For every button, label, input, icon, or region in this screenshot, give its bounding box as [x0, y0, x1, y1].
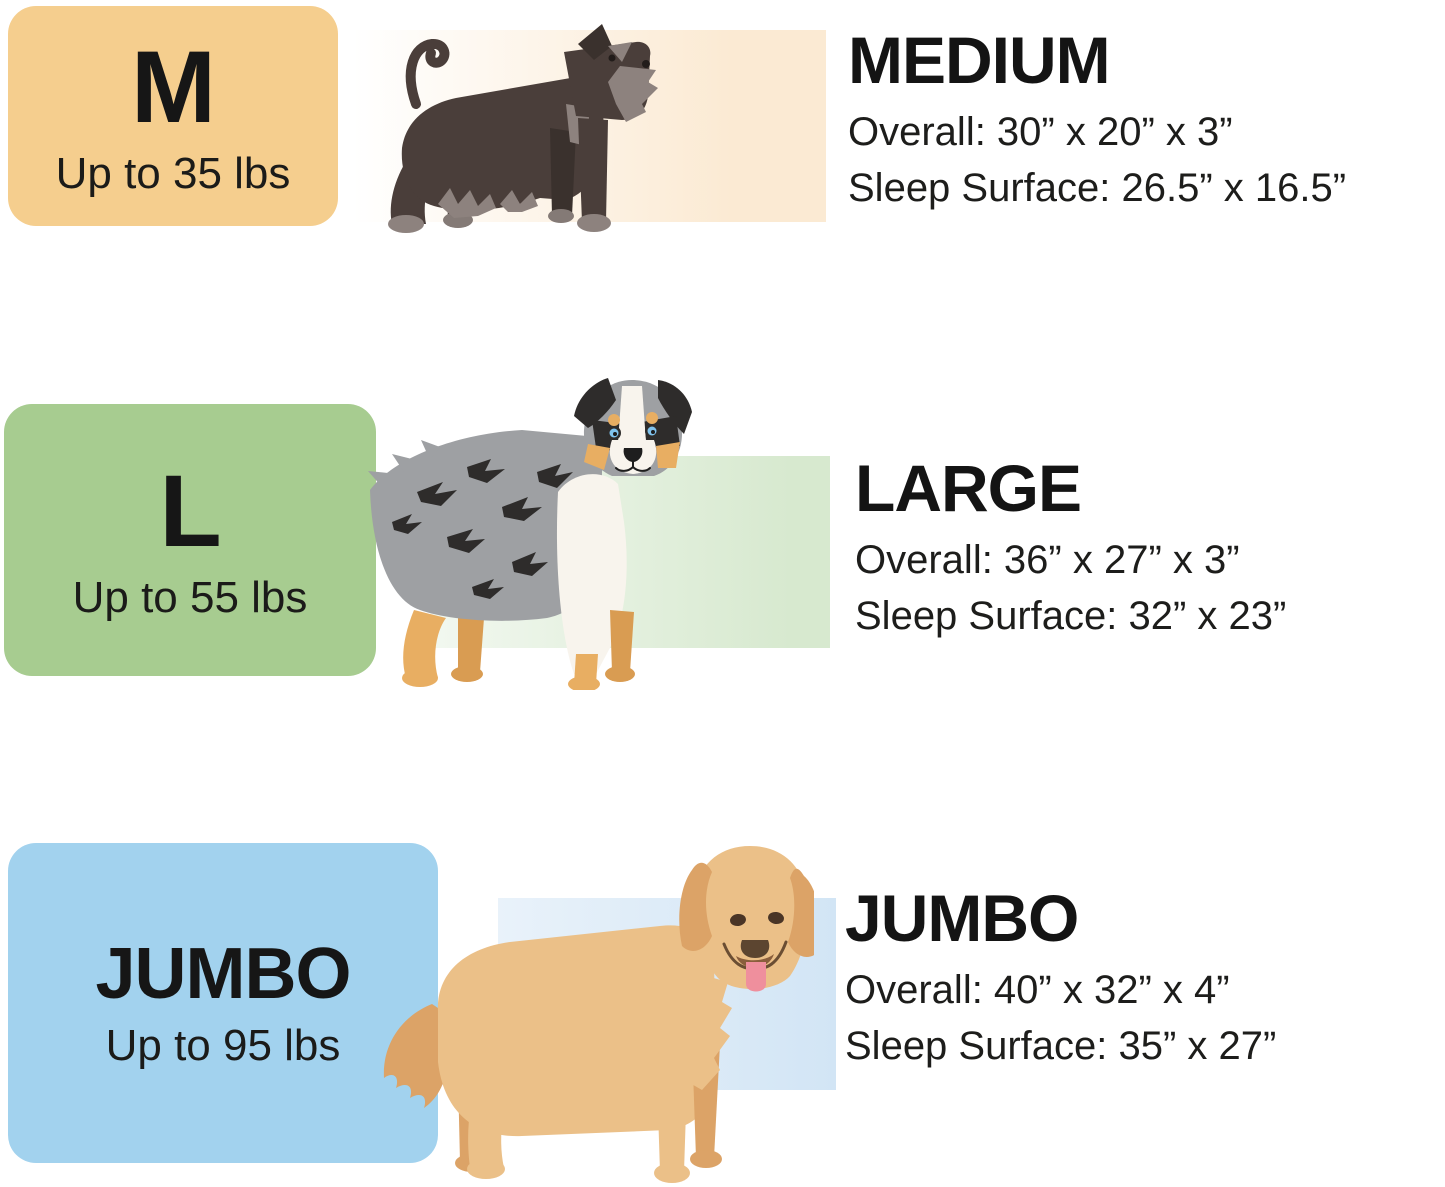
overall-dimensions-large: Overall: 36” x 27” x 3”	[855, 537, 1240, 582]
golden-body-group	[383, 846, 814, 1183]
size-weight-jumbo: Up to 95 lbs	[105, 1021, 341, 1070]
size-title-medium: MEDIUM	[848, 23, 1111, 97]
size-letter-medium: M	[131, 30, 216, 144]
size-letter-jumbo: JUMBO	[95, 934, 351, 1014]
size-title-jumbo: JUMBO	[845, 881, 1079, 955]
size-details-large: LARGE Overall: 36” x 27” x 3” Sleep Surf…	[855, 452, 1286, 643]
sleep-surface-medium: Sleep Surface: 26.5” x 16.5”	[848, 165, 1347, 210]
size-details-medium: MEDIUM Overall: 30” x 20” x 3” Sleep Sur…	[848, 24, 1346, 215]
miniature-schnauzer-illustration	[388, 24, 658, 233]
golden-retriever-illustration	[383, 846, 814, 1183]
size-badge-large: L Up to 55 lbs	[4, 404, 376, 676]
size-weight-medium: Up to 35 lbs	[55, 149, 291, 198]
schnauzer-body-group	[388, 24, 658, 233]
australian-shepherd-illustration	[368, 378, 692, 690]
size-weight-large: Up to 55 lbs	[72, 573, 308, 622]
size-details-jumbo: JUMBO Overall: 40” x 32” x 4” Sleep Surf…	[845, 882, 1276, 1073]
aussie-body-group	[368, 378, 692, 690]
overall-dimensions-medium: Overall: 30” x 20” x 3”	[848, 109, 1233, 154]
size-badge-medium: M Up to 35 lbs	[8, 6, 338, 226]
size-badge-jumbo: JUMBO Up to 95 lbs	[8, 843, 438, 1163]
size-title-large: LARGE	[855, 451, 1082, 525]
sleep-surface-large: Sleep Surface: 32” x 23”	[855, 593, 1287, 638]
size-letter-large: L	[159, 454, 221, 568]
sleep-surface-jumbo: Sleep Surface: 35” x 27”	[845, 1023, 1277, 1068]
overall-dimensions-jumbo: Overall: 40” x 32” x 4”	[845, 967, 1230, 1012]
